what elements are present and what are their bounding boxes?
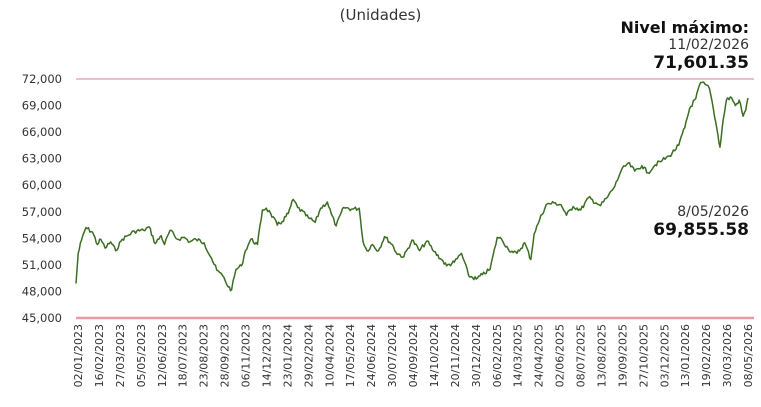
x-tick-label: 13/08/2025 (595, 324, 608, 387)
x-tick-label: 30/07/2024 (386, 324, 399, 387)
x-tick-label: 04/09/2024 (407, 324, 420, 387)
x-tick-label: 24/04/2025 (533, 324, 546, 387)
y-tick-label: 60,000 (22, 178, 62, 192)
x-tick-label: 19/02/2026 (700, 324, 713, 387)
y-tick-label: 66,000 (22, 125, 62, 139)
y-tick-label: 54,000 (22, 231, 62, 245)
x-tick-label: 17/05/2024 (344, 324, 357, 387)
y-tick-label: 51,000 (22, 258, 62, 272)
max-annotation-heading: Nivel máximo: (620, 18, 749, 37)
y-tick-label: 57,000 (22, 205, 62, 219)
x-tick-label: 18/07/2023 (177, 324, 190, 387)
y-tick-label: 72,000 (22, 72, 62, 86)
x-tick-label: 27/10/2025 (637, 324, 650, 387)
last-annotation-date: 8/05/2026 (677, 204, 749, 220)
series-group (75, 81, 749, 292)
x-axis-ticks: 02/01/2023 16/02/2023 27/03/2023 05/05/2023… (72, 324, 755, 387)
x-tick-label: 30/03/2026 (721, 324, 734, 387)
x-tick-label: 20/11/2024 (449, 324, 462, 387)
x-tick-label: 10/04/2024 (323, 324, 336, 387)
reference-lines (76, 78, 754, 320)
y-tick-label: 63,000 (22, 152, 62, 166)
last-annotation-value: 69,855.58 (653, 220, 749, 240)
x-tick-label: 23/08/2023 (198, 324, 211, 387)
series-line-0 (75, 81, 749, 292)
y-tick-label: 48,000 (22, 284, 62, 298)
x-tick-label: 02/06/2025 (554, 324, 567, 387)
x-tick-label: 19/09/2025 (616, 324, 629, 387)
y-tick-label: 69,000 (22, 99, 62, 113)
x-tick-label: 28/09/2023 (219, 324, 232, 387)
x-tick-label: 14/10/2024 (428, 324, 441, 387)
max-annotation-date: 11/02/2026 (668, 37, 749, 53)
max-annotation: Nivel máximo: 11/02/2026 71,601.35 (620, 18, 749, 73)
x-tick-label: 27/03/2023 (114, 324, 127, 387)
x-tick-label: 08/05/2026 (742, 324, 755, 387)
x-tick-label: 24/06/2024 (365, 324, 378, 387)
x-tick-label: 14/12/2023 (260, 324, 273, 387)
y-tick-label: 45,000 (22, 311, 62, 325)
chart-subtitle: (Unidades) (339, 6, 422, 24)
x-tick-label: 06/11/2023 (240, 324, 253, 387)
x-tick-label: 16/02/2023 (93, 324, 106, 387)
x-tick-label: 23/01/2024 (281, 324, 294, 387)
x-tick-label: 02/01/2023 (72, 324, 85, 387)
y-axis-ticks: 45,000 48,000 51,000 54,000 57,000 60,000 63,0… (22, 72, 62, 325)
max-annotation-value: 71,601.35 (653, 53, 749, 73)
x-tick-label: 14/03/2025 (512, 324, 525, 387)
x-tick-label: 12/06/2023 (156, 324, 169, 387)
x-tick-label: 30/12/2024 (470, 324, 483, 387)
x-tick-label: 03/12/2025 (658, 324, 671, 387)
x-tick-label: 05/05/2023 (135, 324, 148, 387)
x-tick-label: 29/02/2024 (302, 324, 315, 387)
x-tick-label: 06/02/2025 (491, 324, 504, 387)
x-tick-label: 08/07/2025 (575, 324, 588, 387)
last-annotation: 8/05/2026 69,855.58 (653, 204, 749, 240)
x-tick-label: 13/01/2026 (679, 324, 692, 387)
